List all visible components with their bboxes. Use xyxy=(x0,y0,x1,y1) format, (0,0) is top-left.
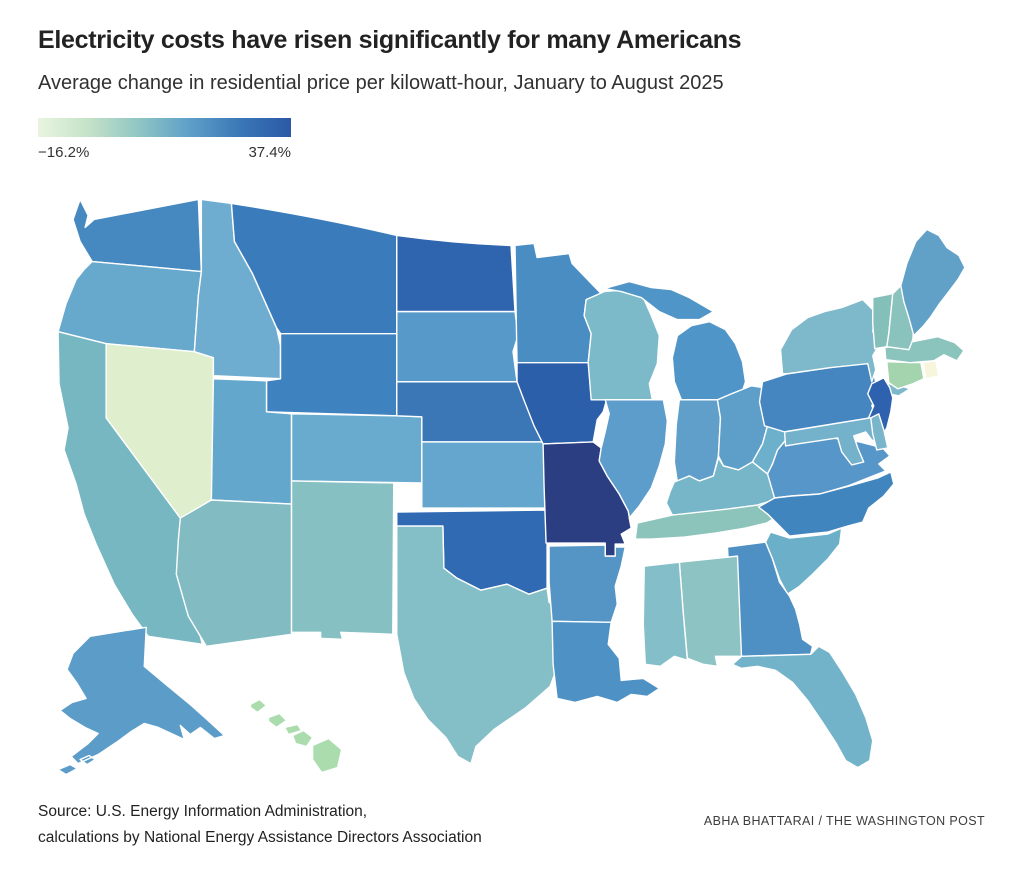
state-hawaii[interactable] xyxy=(249,698,343,774)
state-alabama[interactable] xyxy=(678,555,743,668)
state-montana[interactable] xyxy=(230,202,398,335)
state-rhode-island[interactable] xyxy=(922,360,940,380)
state-arizona[interactable] xyxy=(175,499,293,648)
state-illinois[interactable] xyxy=(598,399,669,529)
chart-subtitle: Average change in residential price per … xyxy=(38,72,724,94)
state-michigan[interactable] xyxy=(603,280,747,401)
state-kansas[interactable] xyxy=(421,441,548,509)
state-new-mexico[interactable] xyxy=(290,480,395,641)
byline-credit: ABHA BHATTARAI / THE WASHINGTON POST xyxy=(703,814,985,828)
state-massachusetts[interactable] xyxy=(884,335,965,364)
legend-min-label: −16.2% xyxy=(38,144,90,161)
source-line-2: calculations by National Energy Assistan… xyxy=(38,829,482,846)
state-south-dakota[interactable] xyxy=(396,310,519,383)
state-delaware[interactable] xyxy=(870,413,889,451)
state-wisconsin[interactable] xyxy=(583,288,661,401)
source-line-1: Source: U.S. Energy Information Administ… xyxy=(38,803,368,820)
legend-max-label: 37.4% xyxy=(248,144,291,161)
us-choropleth-map xyxy=(57,198,966,776)
source-note: Source: U.S. Energy Information Administ… xyxy=(38,799,482,851)
state-alaska[interactable] xyxy=(57,626,226,776)
state-washington[interactable] xyxy=(72,198,203,273)
state-connecticut[interactable] xyxy=(886,361,925,390)
state-louisiana[interactable] xyxy=(551,620,661,704)
state-indiana[interactable] xyxy=(673,399,722,483)
state-florida[interactable] xyxy=(731,645,874,769)
state-colorado[interactable] xyxy=(290,413,423,484)
legend-labels: −16.2% 37.4% xyxy=(38,144,291,161)
color-scale-legend: −16.2% 37.4% xyxy=(38,118,291,161)
state-texas[interactable] xyxy=(396,525,566,765)
state-wyoming[interactable] xyxy=(265,332,398,417)
state-north-dakota[interactable] xyxy=(396,234,516,313)
chart-title: Electricity costs have risen significant… xyxy=(38,26,742,54)
legend-gradient-bar xyxy=(38,118,291,137)
state-mississippi[interactable] xyxy=(642,561,689,668)
state-north-carolina[interactable] xyxy=(757,471,895,537)
state-maine[interactable] xyxy=(900,228,966,337)
state-arkansas[interactable] xyxy=(548,544,626,623)
